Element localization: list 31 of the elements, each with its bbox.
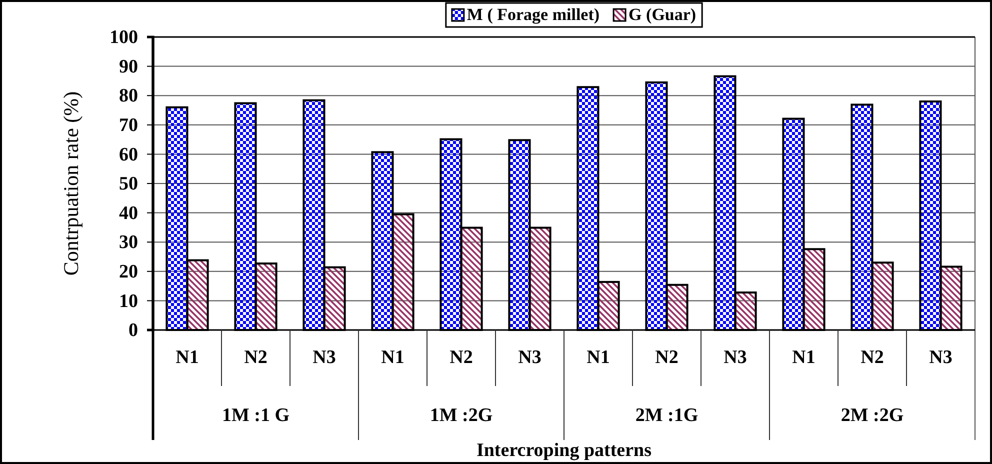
x-axis-title: Intercroping patterns: [476, 440, 652, 461]
y-tick-label: 40: [119, 202, 138, 224]
x-tick-label: N3: [312, 347, 336, 368]
x-tick-label: N2: [244, 347, 268, 368]
y-axis-title: Contrpuation rate (%): [59, 91, 83, 276]
y-tick-label: 60: [119, 144, 138, 166]
y-tick-label: 10: [119, 290, 138, 312]
y-tick-label: 80: [119, 86, 138, 107]
y-tick-label: 50: [119, 174, 138, 195]
y-tick-label: 0: [128, 320, 138, 342]
x-tick-label: N1: [586, 347, 610, 368]
x-tick-label: N2: [655, 347, 678, 368]
y-tick-label: 20: [119, 261, 138, 282]
x-tick-label: N1: [792, 347, 816, 368]
text: 2M :2G: [840, 405, 904, 426]
x-tick-label: N3: [724, 347, 747, 368]
text: 2M :1G: [635, 405, 698, 426]
legend-label: G (Guar): [628, 5, 696, 24]
text: 1M :1 G: [222, 405, 290, 426]
x-tick-label: N1: [381, 347, 404, 368]
y-tick-label: 90: [119, 56, 138, 78]
x-tick-label: N2: [860, 347, 884, 368]
x-tick-label: N2: [450, 347, 473, 368]
x-tick-label: N3: [929, 347, 952, 368]
x-tick-label: N1: [176, 347, 199, 368]
y-tick-label: 100: [110, 27, 138, 48]
y-tick-label: 30: [119, 232, 138, 254]
text: 1M :2G: [430, 405, 493, 426]
y-tick-label: 70: [119, 114, 138, 136]
x-tick-label: N3: [518, 347, 542, 368]
legend-label: M ( Forage millet): [466, 5, 600, 24]
